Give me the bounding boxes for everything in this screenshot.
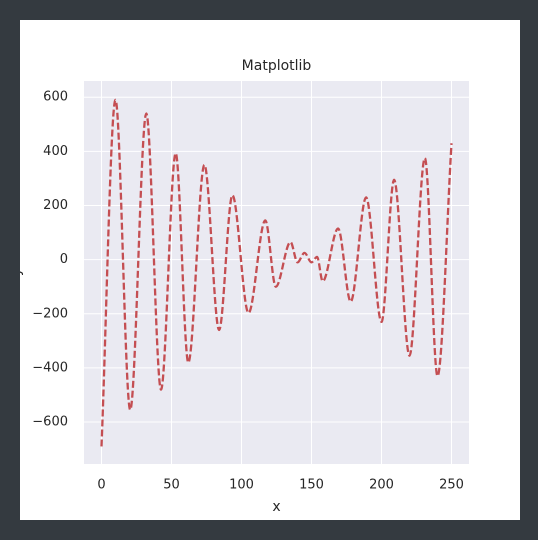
line-series <box>100 98 453 447</box>
x-tick-label: 200 <box>369 478 394 493</box>
frame-edge <box>0 20 20 520</box>
x-tick-label: 50 <box>163 478 180 493</box>
y-tick-label: 400 <box>43 144 68 159</box>
y-tick-label: −200 <box>32 306 68 321</box>
x-tick-label: 100 <box>229 478 254 493</box>
y-tick-label: −600 <box>32 415 68 430</box>
plot-area <box>84 81 469 464</box>
x-tick-label: 0 <box>97 478 105 493</box>
x-tick-label: 250 <box>439 478 464 493</box>
y-tick-label: 200 <box>43 198 68 213</box>
y-tick-label: −400 <box>32 360 68 375</box>
y-tick-label: 0 <box>60 252 68 267</box>
x-tick-label: 150 <box>299 478 324 493</box>
x-axis-label: x <box>272 499 280 515</box>
chart-title: Matplotlib <box>242 58 312 74</box>
y-tick-label: 600 <box>43 90 68 105</box>
